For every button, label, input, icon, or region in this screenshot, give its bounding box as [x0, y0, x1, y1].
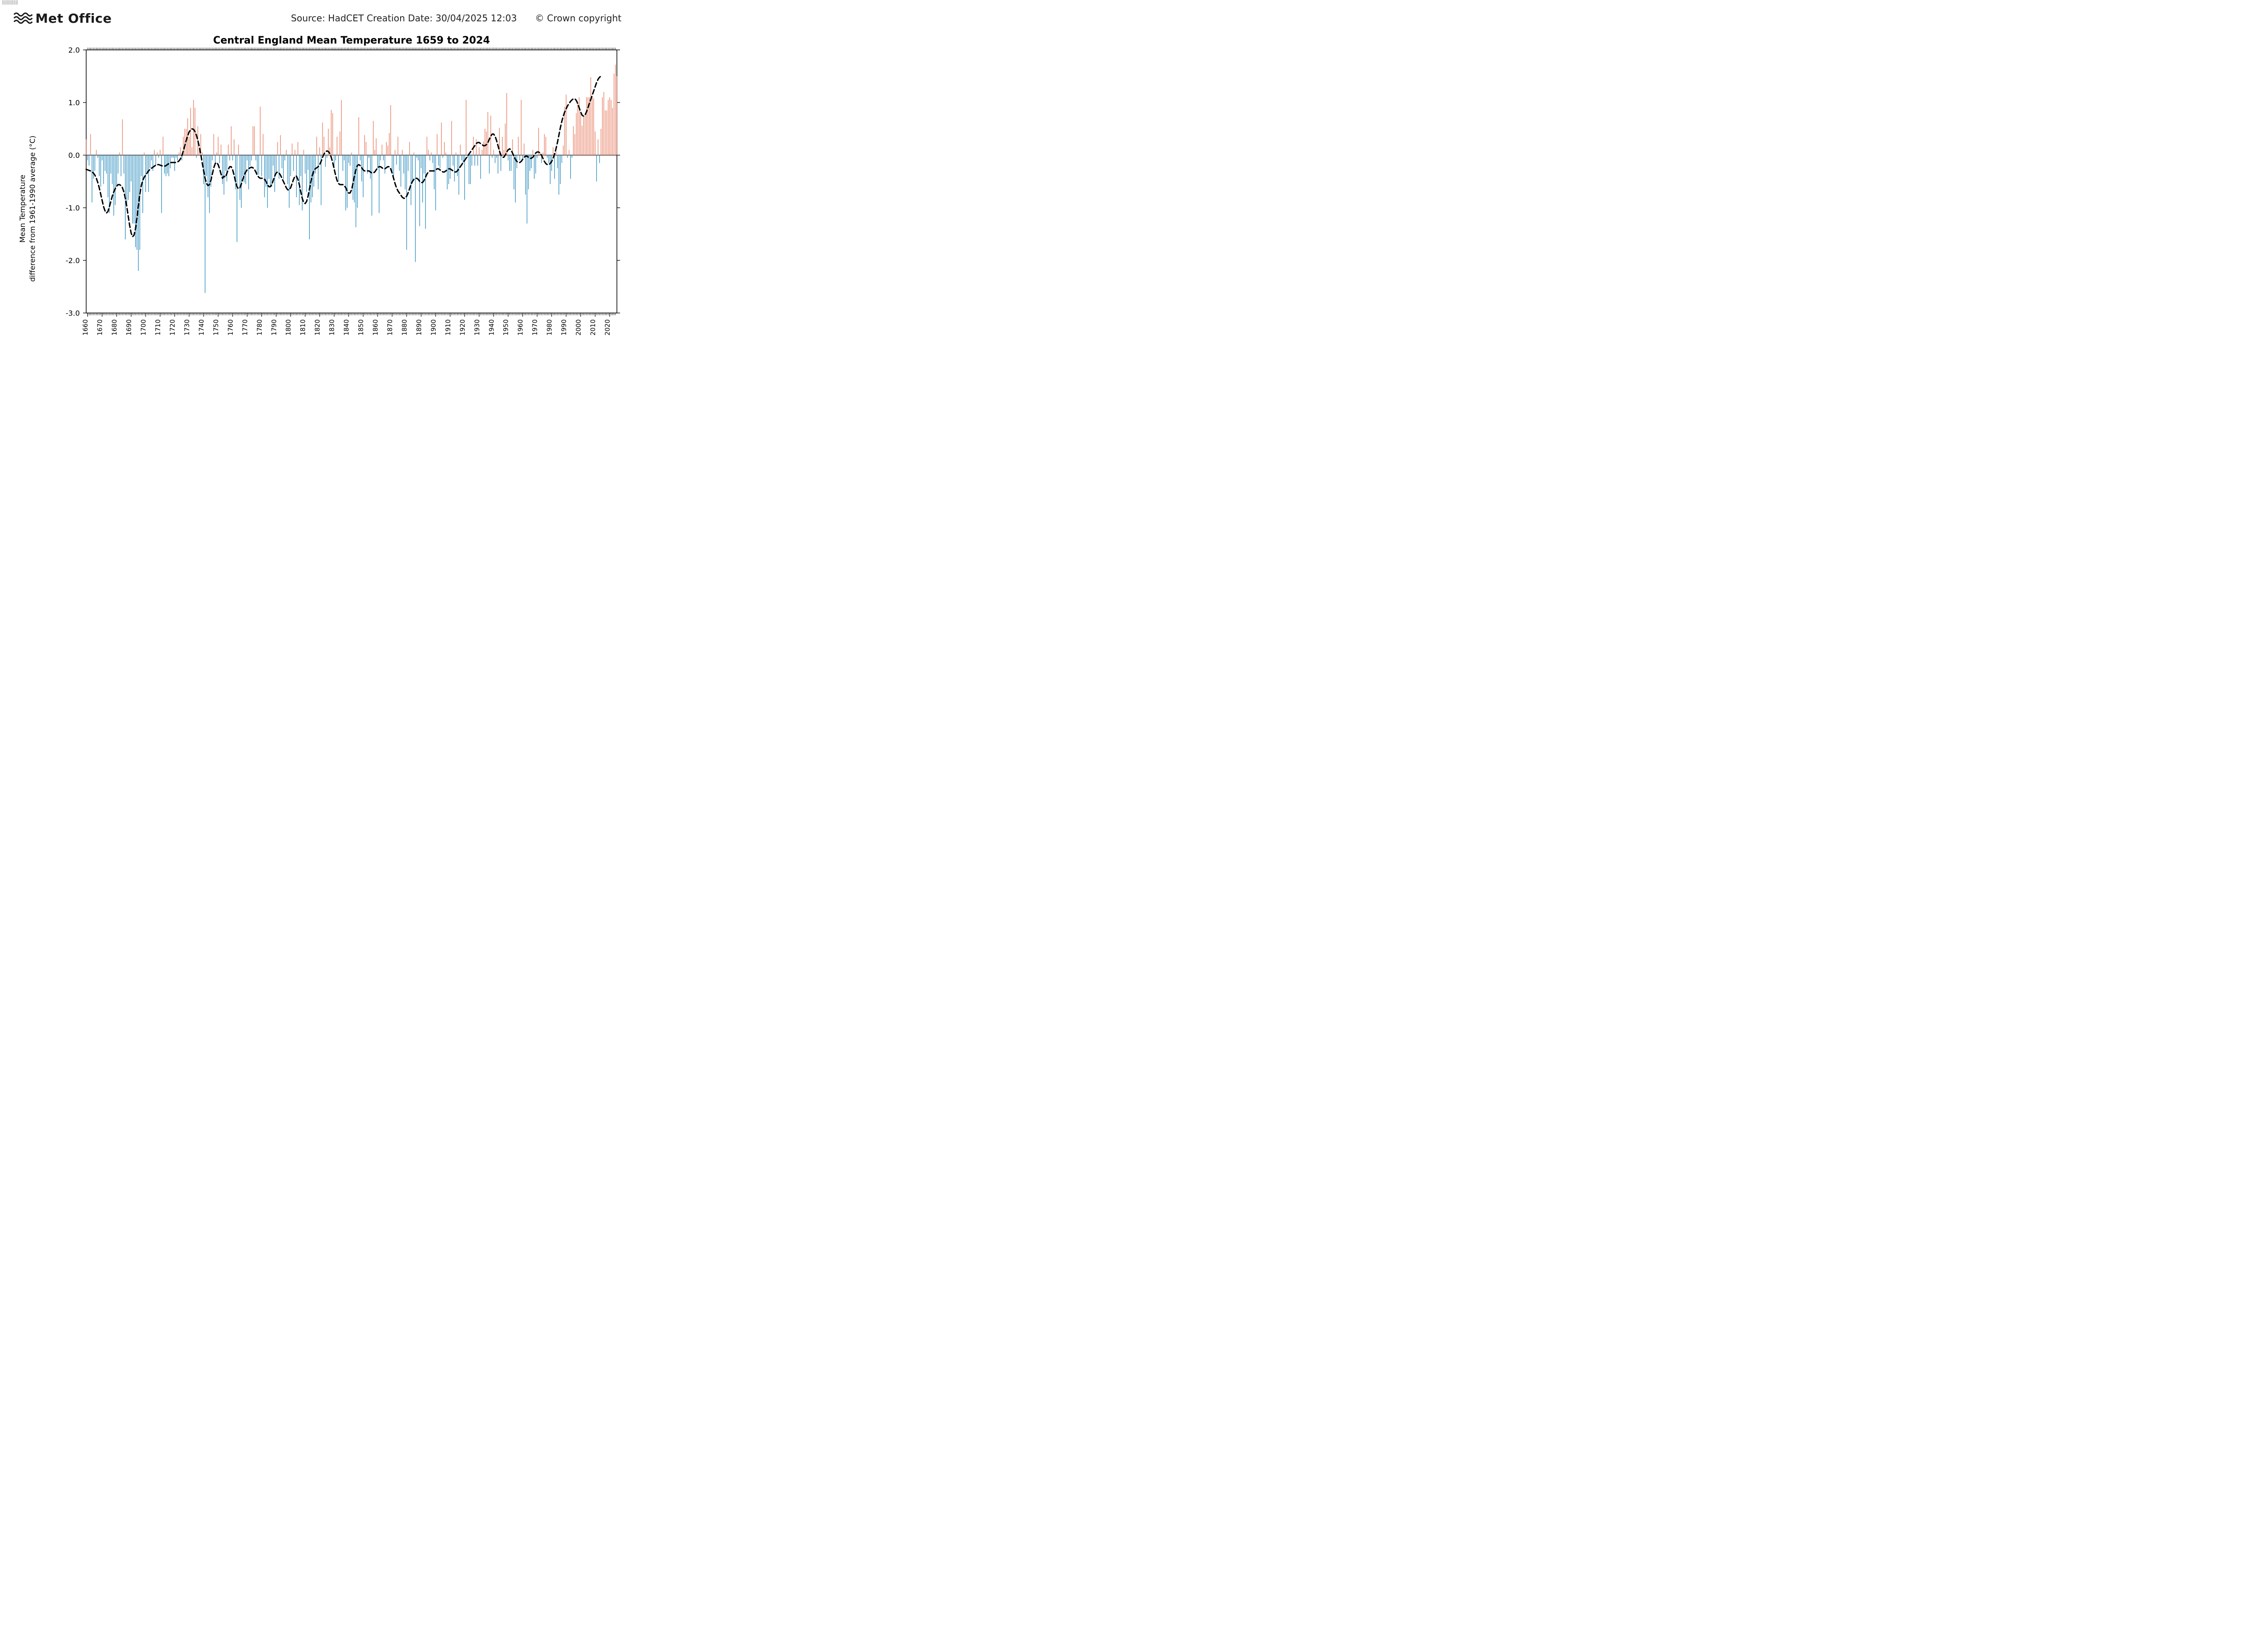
svg-text:1950: 1950: [503, 319, 510, 336]
svg-text:1830: 1830: [329, 319, 336, 336]
svg-text:Mean Temperature: Mean Temperature: [18, 175, 27, 243]
svg-text:1870: 1870: [387, 319, 394, 336]
svg-text:1.0: 1.0: [68, 98, 80, 107]
svg-text:1780: 1780: [256, 319, 264, 336]
svg-text:1980: 1980: [546, 319, 553, 336]
svg-text:difference from 1961-1990 aver: difference from 1961-1990 average (°C): [28, 136, 37, 282]
svg-text:-2.0: -2.0: [66, 256, 80, 265]
svg-text:1800: 1800: [285, 319, 293, 336]
svg-text:1900: 1900: [430, 319, 437, 336]
svg-text:1810: 1810: [300, 319, 307, 336]
svg-text:-1.0: -1.0: [66, 204, 80, 212]
svg-text:1820: 1820: [314, 319, 322, 336]
svg-text:1880: 1880: [401, 319, 408, 336]
svg-text:1690: 1690: [126, 319, 133, 336]
svg-text:1840: 1840: [343, 319, 351, 336]
svg-text:1760: 1760: [227, 319, 235, 336]
svg-text:1860: 1860: [372, 319, 380, 336]
svg-text:1660: 1660: [82, 319, 89, 336]
top-edge-marks: ||||||||: [2, 0, 18, 5]
svg-text:2000: 2000: [575, 319, 582, 336]
svg-text:1910: 1910: [445, 319, 452, 336]
svg-text:1710: 1710: [155, 319, 162, 336]
chart-container: Central England Mean Temperature 1659 to…: [0, 32, 635, 381]
svg-text:1920: 1920: [459, 319, 466, 336]
svg-text:1720: 1720: [169, 319, 176, 336]
svg-text:2.0: 2.0: [68, 46, 80, 54]
met-office-logo: Met Office: [14, 11, 112, 26]
svg-text:0.0: 0.0: [68, 151, 80, 160]
svg-text:1940: 1940: [488, 319, 495, 336]
svg-text:1670: 1670: [97, 319, 104, 336]
header-row: Met Office Source: HadCET Creation Date:…: [14, 9, 621, 27]
source-line: Source: HadCET Creation Date: 30/04/2025…: [291, 13, 517, 24]
svg-text:1770: 1770: [242, 319, 249, 336]
svg-text:1730: 1730: [184, 319, 191, 336]
svg-text:1750: 1750: [213, 319, 220, 336]
svg-text:Central England Mean Temperatu: Central England Mean Temperature 1659 to…: [213, 35, 490, 46]
svg-text:1970: 1970: [532, 319, 539, 336]
svg-text:1790: 1790: [271, 319, 278, 336]
anomaly-chart: Central England Mean Temperature 1659 to…: [0, 32, 635, 381]
svg-text:1930: 1930: [474, 319, 481, 336]
svg-text:1850: 1850: [358, 319, 365, 336]
svg-text:1740: 1740: [198, 319, 205, 336]
svg-text:1960: 1960: [517, 319, 524, 336]
svg-text:-3.0: -3.0: [66, 309, 80, 318]
copyright-text: © Crown copyright: [535, 13, 622, 24]
logo-text: Met Office: [35, 11, 112, 26]
svg-text:1990: 1990: [561, 319, 568, 336]
svg-text:2010: 2010: [590, 319, 597, 336]
waves-icon: [14, 11, 33, 25]
svg-text:1890: 1890: [415, 319, 423, 336]
svg-text:1700: 1700: [140, 319, 147, 336]
svg-text:1680: 1680: [111, 319, 118, 336]
svg-text:2020: 2020: [604, 319, 611, 336]
